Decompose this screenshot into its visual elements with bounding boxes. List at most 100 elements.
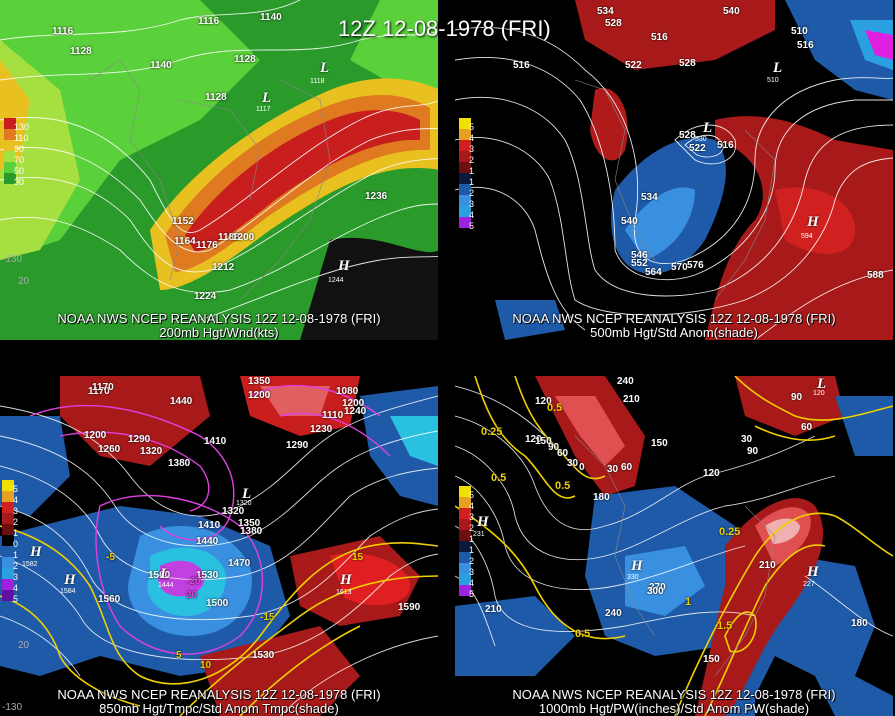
contour-label: 1176 <box>196 240 218 251</box>
contour-label: 516 <box>717 140 734 151</box>
contour-label: 1170 <box>88 386 110 397</box>
low-marker: L <box>262 90 272 106</box>
contour-label: 1260 <box>98 444 121 455</box>
contour-label: 1116 <box>52 26 74 37</box>
contour-label: 570 <box>671 262 688 273</box>
high-value: 330 <box>627 574 639 581</box>
contour-label: 120 <box>525 434 542 445</box>
pw-label: 0.25 <box>481 426 503 438</box>
temp-label: 15 <box>352 552 364 563</box>
low-value: 1118 <box>310 78 325 85</box>
temp-label: 10 <box>200 660 212 671</box>
temp-label: 20 <box>186 590 198 601</box>
contour-label: 60 <box>621 462 633 473</box>
contour-label: 120 <box>535 396 552 407</box>
caption-line-2: 200mb Hgt/Wnd(kts) <box>159 325 279 340</box>
contour-label: 1440 <box>196 536 219 547</box>
high-marker: H <box>807 564 819 580</box>
contour-label: 588 <box>867 270 884 281</box>
low-value: 1117 <box>256 106 271 113</box>
low-marker: L <box>242 486 252 502</box>
contour-label: 516 <box>651 32 668 43</box>
contour-label: 1530 <box>196 570 219 581</box>
contour-label: 1530 <box>252 650 275 661</box>
contour-label: 1128 <box>205 92 227 103</box>
temp-label: 5 <box>176 650 182 661</box>
contour-label: 1212 <box>212 262 235 273</box>
map-500mb <box>455 0 893 340</box>
contour-label: 1380 <box>168 458 191 469</box>
contour-label: 1170 <box>92 382 114 393</box>
map-1000mb <box>455 376 893 716</box>
caption-line-2: 500mb Hgt/Std Anom(shade) <box>590 325 758 340</box>
pw-label: 1 <box>685 596 692 608</box>
contour-label: 1116 <box>198 16 220 27</box>
longitude-label: -130 <box>2 702 23 713</box>
high-value: 1244 <box>328 277 344 284</box>
low-marker: L <box>703 120 713 136</box>
contour-label: 576 <box>687 260 704 271</box>
contour-label: 528 <box>679 130 696 141</box>
contour-label: 180 <box>851 618 868 629</box>
map-850mb <box>0 376 438 716</box>
low-marker: L <box>817 376 827 392</box>
pw-label: 0.25 <box>719 526 741 538</box>
contour-label: 522 <box>625 60 642 71</box>
contour-label: 1560 <box>148 570 171 581</box>
contour-label: 60 <box>557 448 569 459</box>
high-value: 594 <box>801 233 813 240</box>
colorbar-200mb <box>4 118 16 184</box>
pw-label: 1.5 <box>717 620 733 632</box>
high-marker: H <box>631 558 643 574</box>
map-200mb <box>0 0 438 340</box>
contour-label: 1140 <box>260 12 282 23</box>
contour-label: 1140 <box>150 60 172 71</box>
low-value: 530 <box>695 136 707 143</box>
contour-label: 1224 <box>194 291 217 302</box>
contour-label: 528 <box>605 18 622 29</box>
contour-label: 1188 <box>218 232 240 243</box>
contour-label: 1128 <box>70 46 92 57</box>
caption-line-1: NOAA NWS NCEP REANALYSIS 12Z 12-08-1978 … <box>57 687 381 702</box>
colorbar-labels-200mb: 130 110 90 70 50 30 <box>14 122 30 187</box>
contour-label: 150 <box>651 438 668 449</box>
high-marker: H <box>477 514 489 530</box>
contour-label: 210 <box>623 394 640 405</box>
contour-label: 1290 <box>286 440 309 451</box>
colorbar-500mb <box>459 118 471 228</box>
contour-label: 1440 <box>170 396 193 407</box>
contour-label: 1470 <box>228 558 251 569</box>
contour-label: 270 <box>649 582 666 593</box>
contour-label: 300 <box>647 586 664 597</box>
contour-label: 240 <box>605 608 622 619</box>
low-marker: L <box>160 566 170 582</box>
contour-label: 90 <box>747 446 759 457</box>
high-value: 231 <box>473 531 485 538</box>
contour-label: 1110 <box>322 410 344 421</box>
low-value: 120 <box>813 390 825 397</box>
contour-label: 60 <box>801 422 813 433</box>
contour-label: 150 <box>703 654 720 665</box>
contour-label: 1380 <box>240 526 263 537</box>
pw-label: 0.5 <box>555 480 571 492</box>
contour-label: 1320 <box>222 506 245 517</box>
temp-label: -15 <box>260 612 275 623</box>
contour-label: 1350 <box>248 376 271 387</box>
contour-label: 1350 <box>238 518 261 529</box>
contour-label: 90 <box>548 442 560 453</box>
contour-label: 210 <box>485 604 502 615</box>
temp-label: -20 <box>186 576 201 587</box>
caption-line-1: NOAA NWS NCEP REANALYSIS 12Z 12-08-1978 … <box>512 311 836 326</box>
contour-label: 1320 <box>140 446 163 457</box>
contour-label: 540 <box>621 216 638 227</box>
contour-label: 1500 <box>206 598 229 609</box>
contour-label: 510 <box>791 26 808 37</box>
high-marker: H <box>338 258 350 274</box>
temp-label: -5 <box>106 552 115 563</box>
contour-label: 30 <box>607 464 619 475</box>
